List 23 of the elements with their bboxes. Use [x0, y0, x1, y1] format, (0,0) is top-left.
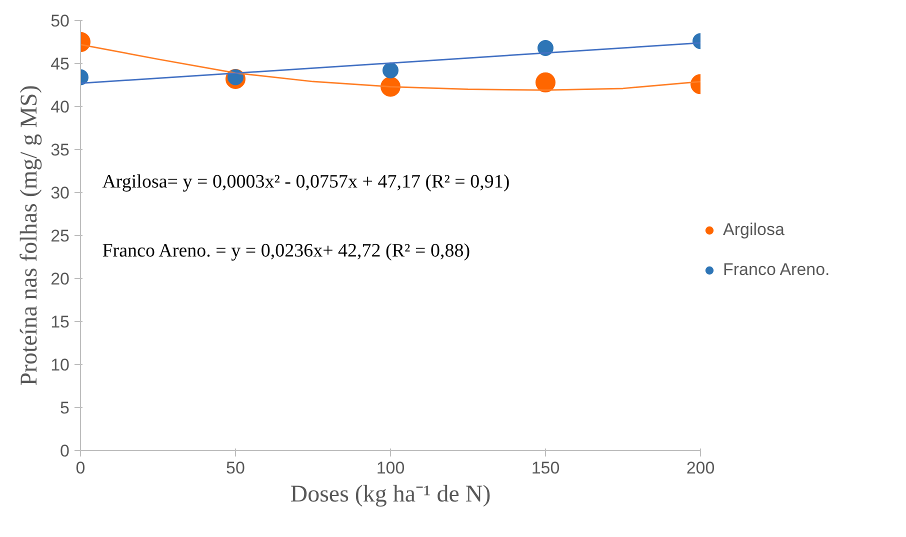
y-tick-label: 35: [50, 140, 70, 160]
legend-label: Argilosa: [723, 220, 784, 240]
x-tick-label: 100: [376, 458, 405, 478]
y-axis-title: Proteína nas folhas (mg/ g MS): [16, 85, 43, 386]
y-tick-label: 25: [50, 226, 70, 246]
y-tick-label: 20: [50, 270, 70, 288]
point: [382, 62, 398, 78]
y-tick-label: 50: [50, 12, 70, 30]
y-tick-label: 10: [50, 356, 70, 374]
y-tick-label: 15: [50, 312, 70, 332]
y-tick-label: 40: [50, 98, 70, 116]
annotation: Franco Areno. = y = 0,0236x+ 42,72 (R² = 0,88): [102, 240, 470, 262]
x-tick-label: 50: [226, 458, 245, 478]
y-tick-label: 0: [60, 442, 70, 460]
y-tick-label: 30: [50, 184, 70, 202]
x-tick-label: 200: [686, 458, 715, 478]
annotation: Argilosa= y = 0,0003x² - 0,0757x + 47,17 (R² = 0,91): [102, 172, 510, 192]
x-tick-label: 0: [76, 458, 86, 478]
x-tick-label: 150: [531, 458, 560, 478]
legend-label: Franco Areno.: [723, 260, 830, 280]
y-tick-label: 45: [50, 54, 70, 74]
x-axis-title: Doses (kg ha⁻¹ de N): [290, 482, 491, 508]
y-tick-label: 5: [60, 398, 70, 418]
